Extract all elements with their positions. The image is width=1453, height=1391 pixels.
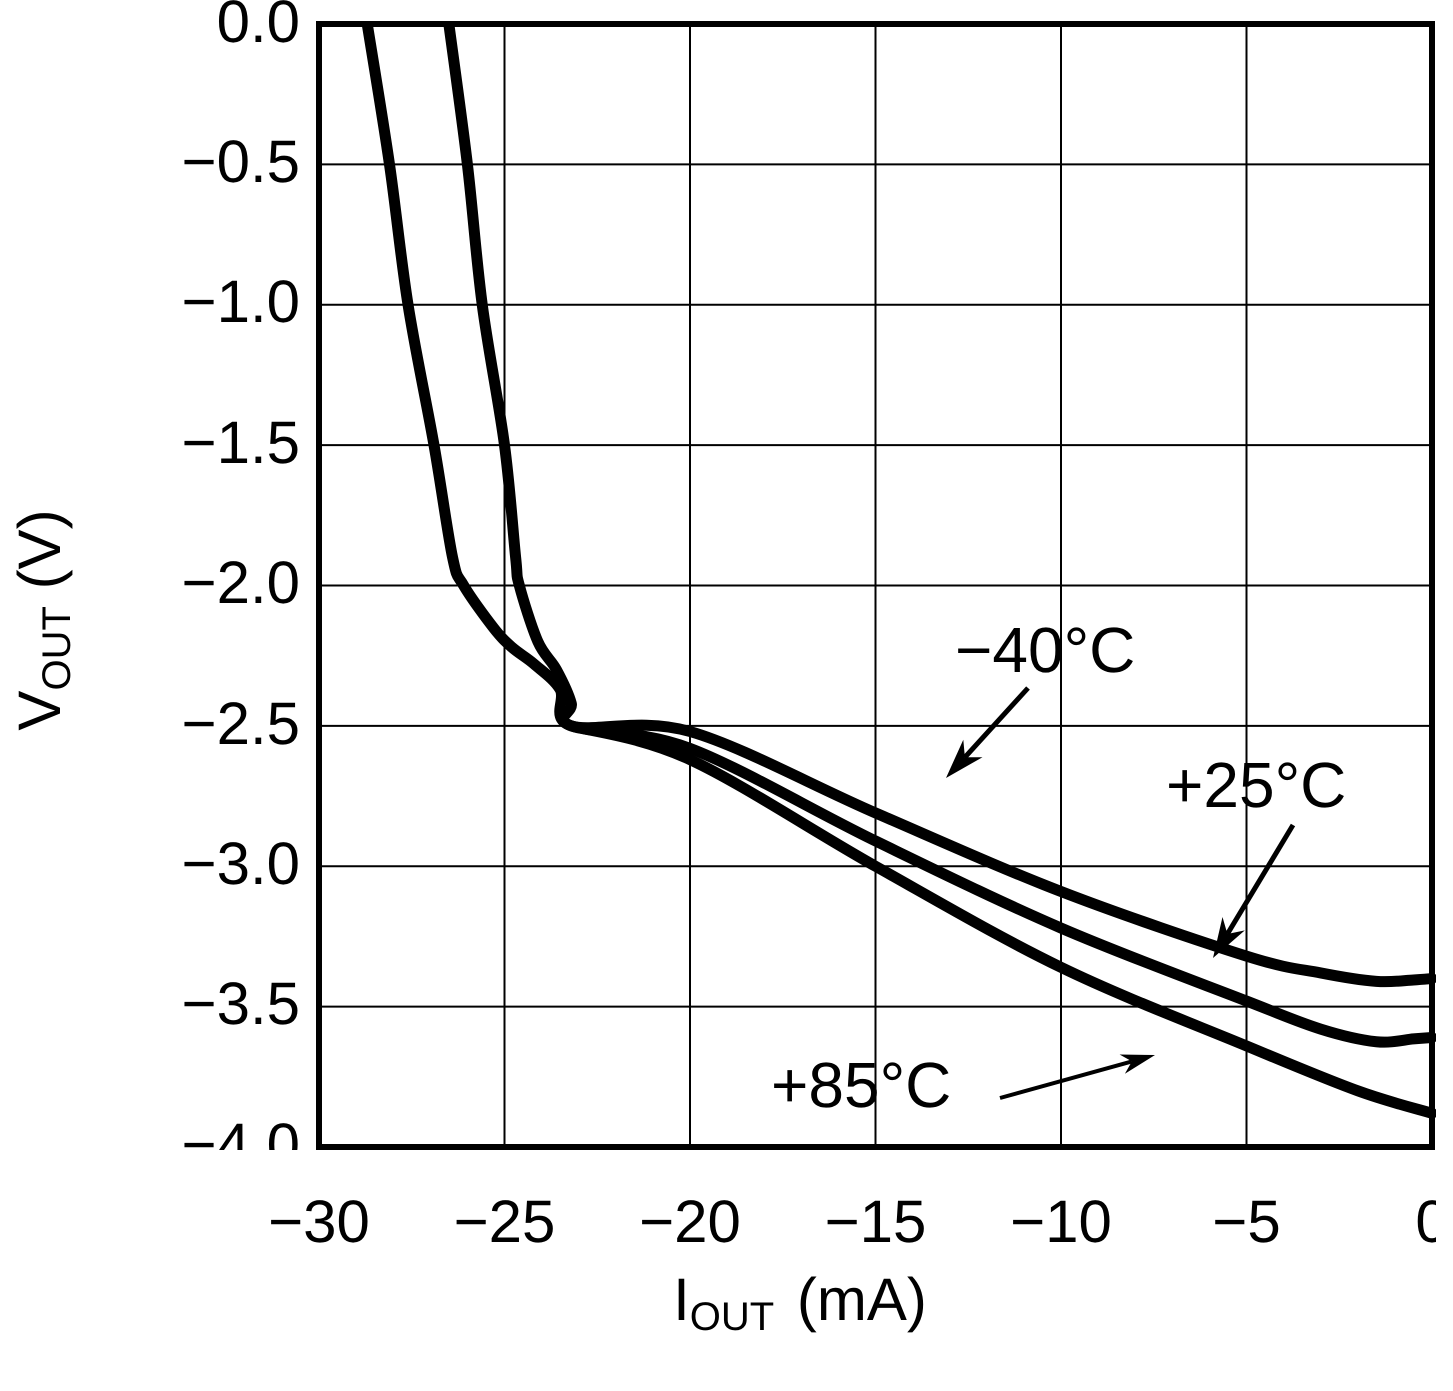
- svg-text:0.0: 0.0: [217, 0, 300, 55]
- svg-text:−15: −15: [825, 1188, 927, 1255]
- svg-text:−1.5: −1.5: [182, 409, 300, 476]
- svg-text:−3.5: −3.5: [182, 970, 300, 1037]
- svg-text:−1.0: −1.0: [182, 268, 300, 335]
- svg-text:−20: −20: [639, 1188, 741, 1255]
- svg-text:−3.0: −3.0: [182, 830, 300, 897]
- svg-text:−30: −30: [268, 1188, 370, 1255]
- svg-text:+85°C: +85°C: [771, 1049, 951, 1121]
- svg-text:−10: −10: [1010, 1188, 1112, 1255]
- svg-text:IOUT (mA): IOUT (mA): [673, 1266, 927, 1339]
- svg-text:−40°C: −40°C: [955, 614, 1135, 686]
- svg-text:−2.5: −2.5: [182, 690, 300, 757]
- svg-text:−0.5: −0.5: [182, 128, 300, 195]
- svg-text:+25°C: +25°C: [1166, 749, 1346, 821]
- svg-text:VOUT (V): VOUT (V): [6, 509, 79, 730]
- svg-text:−5: −5: [1212, 1188, 1280, 1255]
- svg-text:−2.0: −2.0: [182, 549, 300, 616]
- svg-text:−25: −25: [454, 1188, 556, 1255]
